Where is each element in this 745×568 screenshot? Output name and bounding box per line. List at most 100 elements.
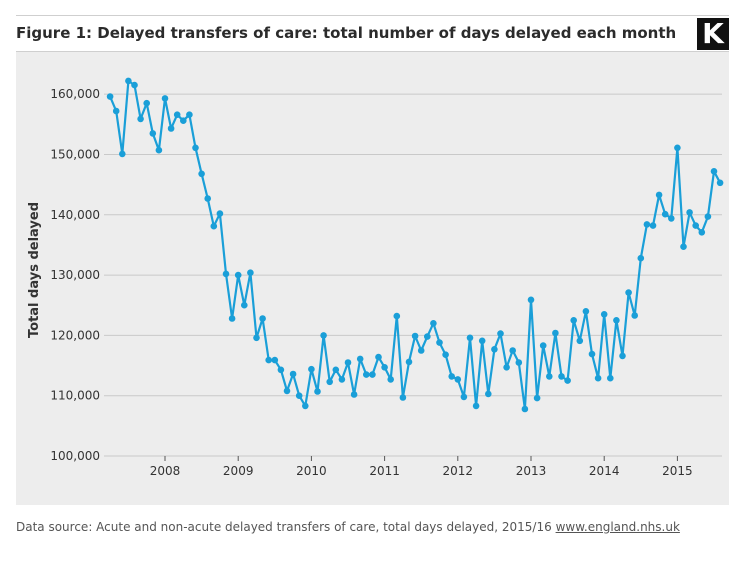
figure-header: Figure 1: Delayed transfers of care: tot… [16, 15, 729, 52]
data-point [704, 213, 712, 220]
data-point [283, 387, 291, 395]
data-point [643, 221, 651, 228]
x-tick-label: 2014 [589, 464, 620, 478]
data-point [546, 373, 553, 380]
data-point [637, 254, 645, 262]
data-point [137, 115, 144, 123]
data-point [375, 353, 382, 361]
data-point [314, 388, 321, 395]
data-point [320, 332, 327, 339]
data-point [661, 210, 669, 218]
x-tick-label: 2010 [296, 464, 327, 478]
y-axis-label: Total days delayed [27, 202, 42, 338]
data-point [161, 95, 169, 102]
data-point [710, 168, 718, 175]
y-tick-label: 140,000 [50, 208, 100, 222]
data-point [491, 346, 498, 353]
y-tick-label: 160,000 [50, 87, 100, 101]
data-point [460, 393, 468, 401]
data-point [576, 337, 584, 345]
data-point [716, 179, 724, 187]
data-point [363, 371, 370, 378]
y-tick-label: 100,000 [50, 449, 100, 463]
data-point [588, 350, 596, 358]
data-point [478, 337, 486, 345]
x-tick-label: 2013 [516, 464, 547, 478]
plot-area [16, 52, 729, 505]
data-point [472, 402, 480, 410]
data-point [655, 191, 663, 199]
x-tick-label: 2012 [443, 464, 474, 478]
data-point [216, 210, 224, 217]
data-point [119, 150, 126, 158]
data-point [515, 359, 523, 366]
data-point [198, 170, 205, 178]
data-point [106, 93, 114, 100]
data-point [509, 347, 516, 354]
data-point [436, 339, 443, 346]
data-point [454, 376, 462, 383]
data-point [692, 222, 699, 229]
data-point [393, 312, 401, 320]
data-point [326, 378, 334, 386]
data-point [668, 215, 675, 222]
data-point [149, 130, 157, 137]
data-point [369, 371, 376, 378]
data-point [497, 330, 504, 337]
data-point [466, 334, 474, 342]
data-point [253, 334, 260, 342]
data-source-note: Data source: Acute and non-acute delayed… [16, 520, 680, 534]
line-chart: 100,000 110,000 120,000 130,000 140,000 150,0… [27, 77, 724, 478]
x-tick-label: 2011 [369, 464, 400, 478]
data-point [399, 394, 407, 401]
brand-logo: K [697, 18, 729, 50]
x-tick-label: 2009 [223, 464, 254, 478]
data-point [680, 243, 687, 250]
data-point [430, 320, 437, 327]
data-point [594, 374, 602, 382]
series-line [109, 79, 722, 411]
data-point [387, 376, 395, 383]
data-point [570, 317, 577, 324]
data-point [204, 195, 211, 202]
data-point [222, 270, 230, 278]
data-point [332, 366, 340, 374]
data-point [552, 329, 559, 337]
data-point [155, 146, 163, 154]
data-point [180, 117, 187, 124]
data-point [631, 312, 638, 319]
data-point [289, 370, 297, 378]
data-point [424, 333, 431, 340]
data-point [265, 356, 272, 364]
data-point [625, 289, 632, 296]
data-point [350, 391, 358, 398]
data-point [234, 271, 242, 279]
data-point [521, 405, 529, 413]
data-point [247, 269, 254, 276]
data-point [167, 125, 175, 132]
data-source-text: Data source: Acute and non-acute delayed… [16, 520, 552, 534]
data-point [442, 351, 449, 359]
data-point [381, 364, 388, 371]
data-point [302, 402, 309, 410]
data-point [344, 359, 352, 366]
data-point [564, 377, 571, 384]
data-point [600, 311, 608, 318]
source-link[interactable]: www.england.nhs.uk [555, 520, 680, 534]
data-point [448, 373, 456, 380]
data-point [308, 365, 315, 373]
data-point [112, 107, 120, 115]
figure-title: Figure 1: Delayed transfers of care: tot… [16, 24, 677, 42]
data-point [277, 366, 285, 374]
data-point [271, 356, 279, 364]
data-point [503, 364, 510, 371]
y-tick-label: 150,000 [50, 147, 100, 161]
data-point [173, 111, 181, 118]
data-point [186, 111, 193, 118]
data-point [241, 301, 248, 309]
data-point [259, 315, 266, 322]
data-point [417, 347, 425, 354]
y-tick-label: 130,000 [50, 268, 100, 282]
y-tick-label: 110,000 [50, 389, 100, 403]
y-tick-label: 120,000 [50, 328, 100, 342]
